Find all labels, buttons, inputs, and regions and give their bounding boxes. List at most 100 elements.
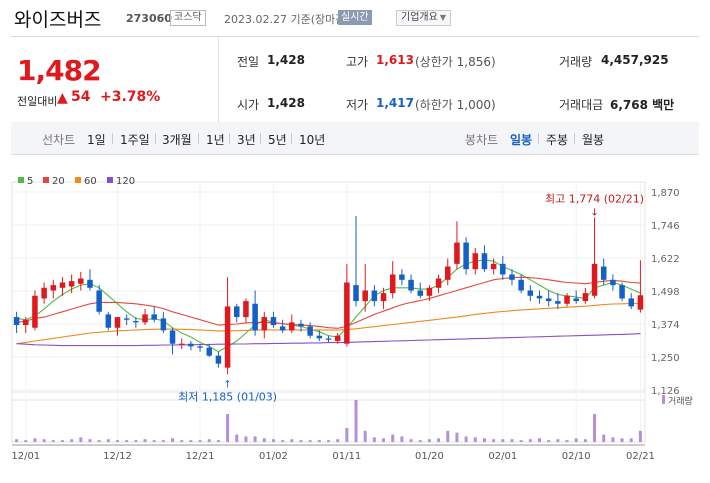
tab-5y[interactable]: 5년	[268, 133, 287, 147]
change-percent: +3.78%	[100, 89, 161, 105]
candle-body	[472, 253, 479, 270]
volume-bar	[501, 439, 505, 442]
volume-bar	[235, 434, 239, 442]
volume-bar	[15, 439, 19, 442]
volume-bar	[290, 439, 294, 442]
volume-legend-label: 거래량	[668, 395, 693, 407]
candle-body	[454, 242, 460, 264]
tab-3m[interactable]: 3개월	[162, 133, 192, 147]
legend-label: 5	[27, 176, 33, 187]
candle-body	[399, 274, 405, 280]
candle-body	[243, 301, 249, 318]
candle-body	[637, 295, 644, 310]
candle-body	[50, 285, 57, 291]
volume-bar	[638, 430, 642, 442]
volume-bar	[161, 440, 165, 442]
candle-body	[380, 293, 387, 302]
down-arrow-icon: ↓	[590, 208, 598, 219]
candle-body	[142, 314, 148, 323]
candle-body	[188, 343, 194, 347]
candle-body	[353, 285, 359, 302]
change-label: 전일대비	[17, 95, 58, 108]
volume-bar	[281, 440, 285, 442]
volume-bar	[437, 438, 441, 442]
divider	[538, 133, 539, 144]
tab-daily[interactable]: 일봉	[510, 133, 533, 147]
divider	[229, 133, 230, 144]
volume-bar	[336, 439, 340, 442]
y-tick-label: 1,746	[651, 221, 680, 232]
volume-bar	[446, 430, 450, 442]
x-tick-label: 02/01	[488, 451, 517, 462]
divider	[291, 133, 292, 144]
candle-body	[197, 346, 203, 348]
volume-bar	[116, 440, 119, 442]
volume-bar	[593, 414, 597, 442]
tab-monthly[interactable]: 월봉	[582, 133, 605, 147]
volume-bar	[547, 440, 551, 442]
low-annotation: 최저 1,185 (01/03)	[178, 390, 277, 403]
volume-bar	[24, 440, 28, 442]
candle-body	[408, 279, 414, 291]
candle-body	[151, 314, 157, 320]
tab-10y[interactable]: 10년	[299, 133, 326, 147]
candle-body	[417, 290, 423, 296]
candle-body	[206, 347, 212, 356]
candle-body	[279, 326, 286, 331]
candle-body	[573, 298, 579, 302]
volume-bar	[519, 440, 523, 442]
company-overview-dropdown[interactable]: 기업개요 ▼	[396, 10, 451, 26]
tab-1y[interactable]: 1년	[206, 133, 225, 147]
legend-swatch	[43, 177, 49, 183]
divider	[155, 133, 156, 144]
volume-bar	[134, 440, 138, 442]
divider	[198, 133, 199, 144]
prev-close-label: 전일	[237, 55, 260, 69]
tab-1w[interactable]: 1주일	[120, 133, 150, 147]
open-value: 1,428	[267, 96, 305, 110]
legend-swatch	[75, 177, 81, 183]
y-tick-label: 1,622	[651, 254, 680, 265]
candle-body	[23, 319, 29, 326]
divider	[218, 37, 219, 122]
volume-bar	[556, 439, 560, 442]
volume-bar	[565, 440, 569, 442]
volume-bar	[70, 439, 74, 442]
tab-3y[interactable]: 3년	[237, 133, 256, 147]
candlestick-chart[interactable]: 1,870 1,746 1,622 1,498 1,374 1,250 1,126 12/01…	[0, 164, 710, 483]
tab-line-chart[interactable]: 선차트	[42, 133, 76, 147]
candle-body	[490, 263, 497, 270]
volume-bar	[33, 438, 37, 442]
amount-label: 거래대금	[559, 98, 604, 112]
y-tick-label: 1,374	[651, 320, 680, 331]
tab-1d[interactable]: 1일	[87, 133, 106, 147]
candle-body	[334, 335, 341, 342]
tab-weekly[interactable]: 주봉	[546, 133, 569, 147]
candle-body	[518, 279, 524, 291]
high-label: 고가	[346, 55, 369, 69]
stock-header: 와이즈버즈 273060 코스닥 2023.02.27 기준(장마감) 실시간 …	[0, 0, 710, 36]
realtime-button[interactable]: 실시간	[338, 10, 372, 25]
candle-body	[298, 323, 304, 327]
volume-bar	[492, 439, 496, 442]
divider	[574, 133, 575, 144]
candle-body	[289, 322, 295, 331]
candle-body	[362, 290, 368, 302]
x-tick-label: 01/11	[332, 451, 361, 462]
candle-body	[344, 282, 350, 344]
volume-legend-swatch	[662, 395, 665, 404]
volume-bar	[271, 439, 275, 442]
y-tick-label: 1,870	[651, 188, 680, 199]
volume-bar	[125, 440, 129, 442]
candle-body	[591, 263, 598, 296]
x-tick-label: 12/01	[11, 451, 40, 462]
volume-bar	[455, 432, 459, 442]
volume-bar	[611, 437, 615, 442]
tab-candle-chart[interactable]: 봉차트	[465, 133, 499, 147]
y-tick-label: 1,498	[651, 287, 680, 298]
candle-body	[123, 318, 130, 320]
volume-bar	[60, 440, 64, 442]
market-badge: 코스닥	[170, 10, 206, 26]
divider	[260, 133, 261, 144]
stock-code: 273060	[126, 12, 172, 25]
